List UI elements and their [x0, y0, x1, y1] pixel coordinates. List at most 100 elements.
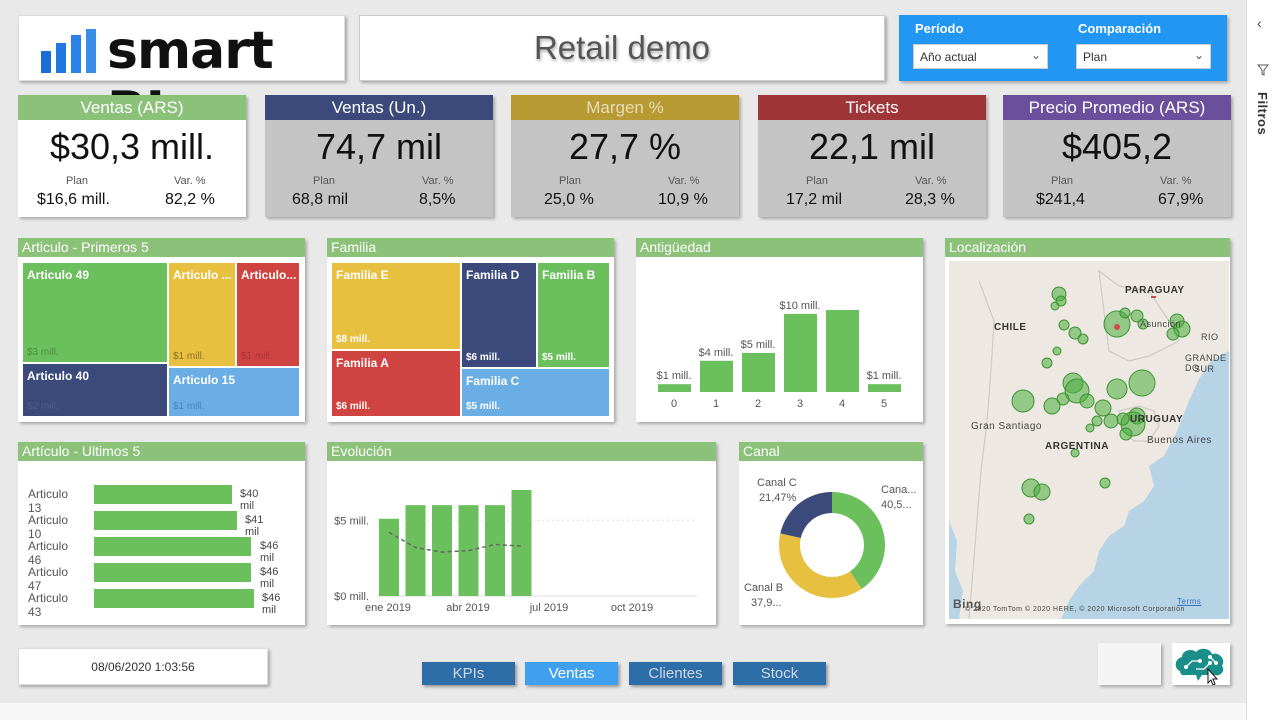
nav-button-stock[interactable]: Stock — [733, 662, 826, 685]
panel-title: Localización — [945, 238, 1230, 257]
filters-label: Filtros — [1255, 92, 1270, 136]
data-label: $5 mill. — [741, 339, 776, 351]
map-label-buenos-aires: Buenos Aires — [1147, 435, 1212, 446]
tile-name: Familia D — [466, 268, 520, 282]
report-title: Retail demo — [533, 29, 711, 66]
data-label: $10 mill. — [780, 300, 821, 312]
kpi-card-tickets[interactable]: Tickets 22,1 mil Plan Var. % 17,2 mil 28… — [758, 95, 986, 217]
bottom-strip — [0, 703, 1246, 720]
nav-button-ventas[interactable]: Ventas — [525, 662, 618, 685]
filters-pane[interactable]: ‹ Filtros — [1246, 0, 1280, 720]
x-tick-label: 3 — [797, 398, 803, 410]
comparacion-value: Plan — [1083, 50, 1108, 64]
refresh-date: 08/06/2020 1:03:56 — [91, 659, 195, 674]
treemap-tile[interactable]: Familia D $6 mill. — [461, 262, 537, 368]
tile-name: Articulo 49 — [27, 268, 90, 282]
data-label: $4 mill. — [699, 347, 734, 359]
bar[interactable] — [379, 518, 399, 596]
map-label-uruguay: URUGUAY — [1130, 414, 1184, 425]
bar[interactable] — [784, 313, 817, 392]
treemap-tile[interactable]: Articulo... $1 mill. — [236, 262, 300, 367]
x-tick-label: jul 2019 — [529, 602, 569, 614]
tile-value: $3 mill. — [27, 347, 59, 358]
bar[interactable] — [485, 505, 505, 596]
tile-value: $5 mill. — [542, 352, 576, 363]
data-label: Canal C — [757, 477, 797, 489]
kpi-card-ventas-un[interactable]: Ventas (Un.) 74,7 mil Plan Var. % 68,8 m… — [265, 95, 493, 217]
bar[interactable] — [511, 490, 532, 596]
nav-button-kpis[interactable]: KPIs — [422, 662, 515, 685]
tile-value: $6 mill. — [466, 352, 500, 363]
treemap-tile[interactable]: Articulo ... $1 mill. — [168, 262, 236, 367]
periodo-dropdown[interactable]: Año actual ⌄ — [913, 44, 1048, 69]
tile-value: $1 mill. — [241, 351, 273, 362]
brain-circuit-icon — [1175, 648, 1224, 686]
bar[interactable] — [700, 360, 733, 392]
treemap-tile[interactable]: Articulo 15 $1 mill. — [168, 367, 300, 417]
chevron-down-icon: ⌄ — [1030, 48, 1041, 62]
treemap-tile[interactable]: Familia C $5 mill. — [461, 368, 610, 417]
donut-slice[interactable] — [780, 492, 832, 539]
kpi-var-value: 28,3 % — [905, 191, 955, 208]
y-tick-label: $0 mill. — [334, 591, 369, 603]
hbar-label: Articulo 43 — [28, 591, 69, 619]
kpi-plan-label: Plan — [806, 175, 829, 187]
map-label-rio-grande: RIO — [1201, 332, 1219, 342]
periodo-label: Período — [915, 21, 964, 36]
map-label-asuncion: Asunción — [1140, 319, 1182, 329]
data-label: $1 mill. — [867, 370, 902, 382]
donut-slice[interactable] — [779, 533, 862, 598]
kpi-plan-value: 25,0 % — [544, 191, 594, 208]
panel-title: Familia — [327, 238, 614, 257]
blank-button[interactable] — [1098, 643, 1161, 685]
x-tick-label: 0 — [671, 398, 677, 410]
tile-value: $1 mill. — [173, 401, 205, 412]
kpi-plan-label: Plan — [1051, 175, 1074, 187]
treemap-tile[interactable]: Familia B $5 mill. — [537, 262, 610, 368]
hbar — [94, 485, 232, 504]
comparacion-dropdown[interactable]: Plan ⌄ — [1076, 44, 1211, 69]
kpi-plan-value: $241,4 — [1036, 191, 1085, 208]
treemap-tile[interactable]: Familia A $6 mill. — [331, 350, 461, 417]
x-tick-label: oct 2019 — [611, 602, 653, 614]
tile-name: Articulo 40 — [27, 369, 90, 383]
bar[interactable] — [405, 505, 426, 596]
chevron-left-icon[interactable]: ‹ — [1257, 15, 1262, 31]
hbar-label: Articulo 46 — [28, 539, 69, 567]
x-tick-label: 5 — [881, 398, 887, 410]
bar[interactable] — [826, 310, 859, 392]
articulo-primeros-panel: Articulo - Primeros 5 Articulo 49 $3 mil… — [18, 238, 305, 422]
nav-button-clientes[interactable]: Clientes — [629, 662, 722, 685]
x-tick-label: ene 2019 — [365, 602, 411, 614]
treemap-tile[interactable]: Articulo 49 $3 mill. — [22, 262, 168, 363]
map-canvas[interactable] — [949, 261, 1229, 619]
treemap-tile[interactable]: Articulo 40 $2 mill. — [22, 363, 168, 417]
ai-brain-button[interactable] — [1172, 643, 1230, 686]
tile-value: $5 mill. — [466, 401, 500, 412]
hbar-value: $41 mil — [245, 514, 264, 538]
map-terms-link[interactable]: Terms — [1177, 597, 1202, 606]
bar[interactable] — [868, 384, 901, 392]
data-label: 40,5... — [881, 499, 912, 511]
bar[interactable] — [458, 505, 479, 596]
kpi-plan-value: $16,6 mill. — [37, 191, 110, 208]
bar[interactable] — [432, 505, 452, 596]
treemap-tile[interactable]: Familia E $8 mill. — [331, 262, 461, 350]
kpi-value: 22,1 mil — [808, 126, 936, 167]
tile-value: $1 mill. — [173, 351, 205, 362]
kpi-card-precio-promedio[interactable]: Precio Promedio (ARS) $405,2 Plan Var. %… — [1003, 95, 1231, 217]
kpi-card-ventas-ars[interactable]: Ventas (ARS) $30,3 mill. Plan Var. % $16… — [18, 95, 246, 217]
hbar-value: $46 mil — [262, 592, 281, 616]
kpi-plan-value: 17,2 mil — [786, 191, 843, 208]
periodo-value: Año actual — [920, 50, 977, 64]
comparacion-label: Comparación — [1078, 21, 1162, 36]
data-label: Canal B — [744, 582, 783, 594]
canal-donut-chart: Cana... 40,5... Canal B 37,9... Canal C 21,47… — [744, 477, 916, 609]
bar[interactable] — [658, 384, 691, 392]
donut-slice[interactable] — [832, 492, 885, 589]
kpi-card-margen[interactable]: Margen % 27,7 % Plan Var. % 25,0 % 10,9 … — [511, 95, 739, 217]
kpi-var-value: 67,9% — [1158, 191, 1204, 208]
map-label-chile: CHILE — [994, 322, 1027, 333]
bar[interactable] — [742, 352, 775, 392]
map-label-paraguay: PARAGUAY — [1125, 285, 1185, 296]
